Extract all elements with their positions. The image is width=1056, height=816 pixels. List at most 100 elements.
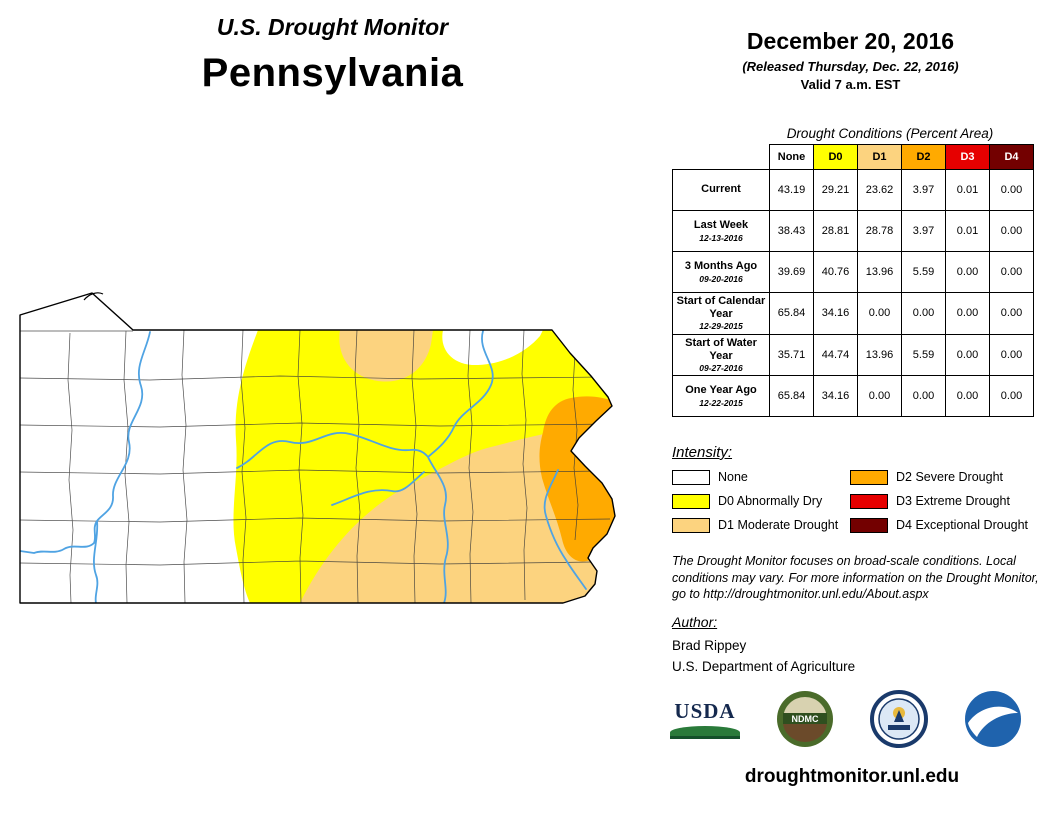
- table-cell: 40.76: [813, 251, 858, 293]
- table-cell: 0.00: [989, 169, 1034, 211]
- table-cell: 0.00: [945, 375, 990, 418]
- table-header-row: None D0 D1 D2 D3 D4: [672, 144, 1034, 170]
- table-corner-cell: [672, 144, 770, 170]
- ndmc-logo: NDMC: [776, 690, 834, 748]
- legend-title: Intensity:: [672, 444, 733, 461]
- commerce-seal-logo: [870, 690, 928, 748]
- table-cell: 0.00: [989, 292, 1034, 335]
- none-region-patch: [442, 330, 543, 366]
- map-date: December 20, 2016: [746, 28, 955, 54]
- author-organization: U.S. Department of Agriculture: [672, 659, 856, 674]
- legend-item-d3: D3 Extreme Drought: [850, 494, 1050, 509]
- legend-item-d4: D4 Exceptional Drought: [850, 518, 1050, 533]
- table-cell: 0.00: [857, 375, 902, 418]
- table-cell: 0.00: [857, 292, 902, 335]
- county-lines: [20, 329, 613, 603]
- table-row-one-year-ago: One Year Ago 12-22-2015 65.84 34.16 0.00 …: [672, 375, 1034, 418]
- table-cell: 0.00: [945, 333, 990, 377]
- table-row-current: Current 43.19 29.21 23.62 3.97 0.01 0.00: [672, 169, 1034, 211]
- title-block: U.S. Drought Monitor Pennsylvania: [80, 14, 585, 96]
- legend-item-d1: D1 Moderate Drought: [672, 518, 850, 533]
- author-name: Brad Rippey: [672, 638, 747, 653]
- drought-conditions-table: None D0 D1 D2 D3 D4 Current 43.19 29.21 …: [672, 144, 1034, 418]
- svg-text:NDMC: NDMC: [792, 714, 819, 724]
- table-row-start-water-year: Start of Water Year 09-27-2016 35.71 44.7…: [672, 333, 1034, 377]
- row-label: 3 Months Ago 09-20-2016: [672, 251, 770, 293]
- table-cell: 0.00: [945, 251, 990, 293]
- d0-swatch: [672, 494, 710, 509]
- table-cell: 0.01: [945, 169, 990, 211]
- table-cell: 44.74: [813, 333, 858, 377]
- column-header-d2: D2: [901, 144, 946, 170]
- table-cell: 34.16: [813, 375, 858, 418]
- table-title: Drought Conditions (Percent Area): [786, 126, 994, 141]
- table-cell: 13.96: [857, 333, 902, 377]
- table-row-start-calendar-year: Start of Calendar Year 12-29-2015 65.84 3…: [672, 292, 1034, 335]
- legend-item-d2: D2 Severe Drought: [850, 470, 1050, 485]
- column-header-d0: D0: [813, 144, 858, 170]
- table-cell: 0.00: [989, 251, 1034, 293]
- pennsylvania-drought-map: [19, 292, 616, 604]
- column-header-none: None: [769, 144, 814, 170]
- table-cell: 0.00: [989, 210, 1034, 252]
- column-header-d4: D4: [989, 144, 1034, 170]
- table-cell: 65.84: [769, 375, 814, 418]
- table-cell: 28.78: [857, 210, 902, 252]
- state-outline: [19, 292, 616, 604]
- row-label: Start of Calendar Year 12-29-2015: [672, 292, 770, 335]
- agency-logos: USDA NDMC: [670, 690, 1022, 748]
- legend-item-none: None: [672, 470, 850, 485]
- legend-item-d0: D0 Abnormally Dry: [672, 494, 850, 509]
- report-title: U.S. Drought Monitor: [216, 14, 449, 40]
- disclaimer-text: The Drought Monitor focuses on broad-sca…: [672, 554, 1039, 601]
- row-label: One Year Ago 12-22-2015: [672, 375, 770, 418]
- table-cell: 5.59: [901, 251, 946, 293]
- table-cell: 5.59: [901, 333, 946, 377]
- table-cell: 13.96: [857, 251, 902, 293]
- row-label: Start of Water Year 09-27-2016: [672, 333, 770, 377]
- table-row-last-week: Last Week 12-13-2016 38.43 28.81 28.78 3.…: [672, 210, 1034, 252]
- table-cell: 0.00: [945, 292, 990, 335]
- table-cell: 29.21: [813, 169, 858, 211]
- table-cell: 0.00: [901, 292, 946, 335]
- d3-swatch: [850, 494, 888, 509]
- released-date: (Released Thursday, Dec. 22, 2016): [742, 59, 959, 74]
- intensity-legend: Intensity: None D0 Abnormally Dry D1 Mod…: [672, 444, 1052, 533]
- usda-logo: USDA: [670, 699, 740, 739]
- d1-swatch: [672, 518, 710, 533]
- row-label: Last Week 12-13-2016: [672, 210, 770, 252]
- table-cell: 43.19: [769, 169, 814, 211]
- presque-isle-peninsula: [83, 292, 104, 301]
- noaa-logo: [964, 690, 1022, 748]
- table-cell: 65.84: [769, 292, 814, 335]
- valid-time: Valid 7 a.m. EST: [800, 77, 901, 92]
- table-cell: 28.81: [813, 210, 858, 252]
- table-cell: 3.97: [901, 169, 946, 211]
- author-block: Author: Brad Rippey U.S. Department of A…: [672, 614, 855, 674]
- table-cell: 0.00: [989, 375, 1034, 418]
- table-cell: 34.16: [813, 292, 858, 335]
- table-cell: 23.62: [857, 169, 902, 211]
- footer-url: droughtmonitor.unl.edu: [744, 766, 960, 787]
- table-cell: 38.43: [769, 210, 814, 252]
- table-cell: 0.01: [945, 210, 990, 252]
- table-cell: 0.00: [901, 375, 946, 418]
- usda-swoosh: [670, 726, 740, 739]
- table-cell: 35.71: [769, 333, 814, 377]
- rivers: [20, 330, 587, 603]
- table-cell: 3.97: [901, 210, 946, 252]
- d4-swatch: [850, 518, 888, 533]
- d2-swatch: [850, 470, 888, 485]
- table-row-3-months-ago: 3 Months Ago 09-20-2016 39.69 40.76 13.96…: [672, 251, 1034, 293]
- author-heading: Author:: [672, 614, 718, 630]
- none-swatch: [672, 470, 710, 485]
- column-header-d3: D3: [945, 144, 990, 170]
- table-cell: 0.00: [989, 333, 1034, 377]
- state-name: Pennsylvania: [201, 51, 464, 95]
- row-label: Current: [672, 169, 770, 211]
- column-header-d1: D1: [857, 144, 902, 170]
- table-cell: 39.69: [769, 251, 814, 293]
- d1-region-north: [339, 330, 433, 382]
- date-block: December 20, 2016 (Released Thursday, De…: [678, 28, 1023, 92]
